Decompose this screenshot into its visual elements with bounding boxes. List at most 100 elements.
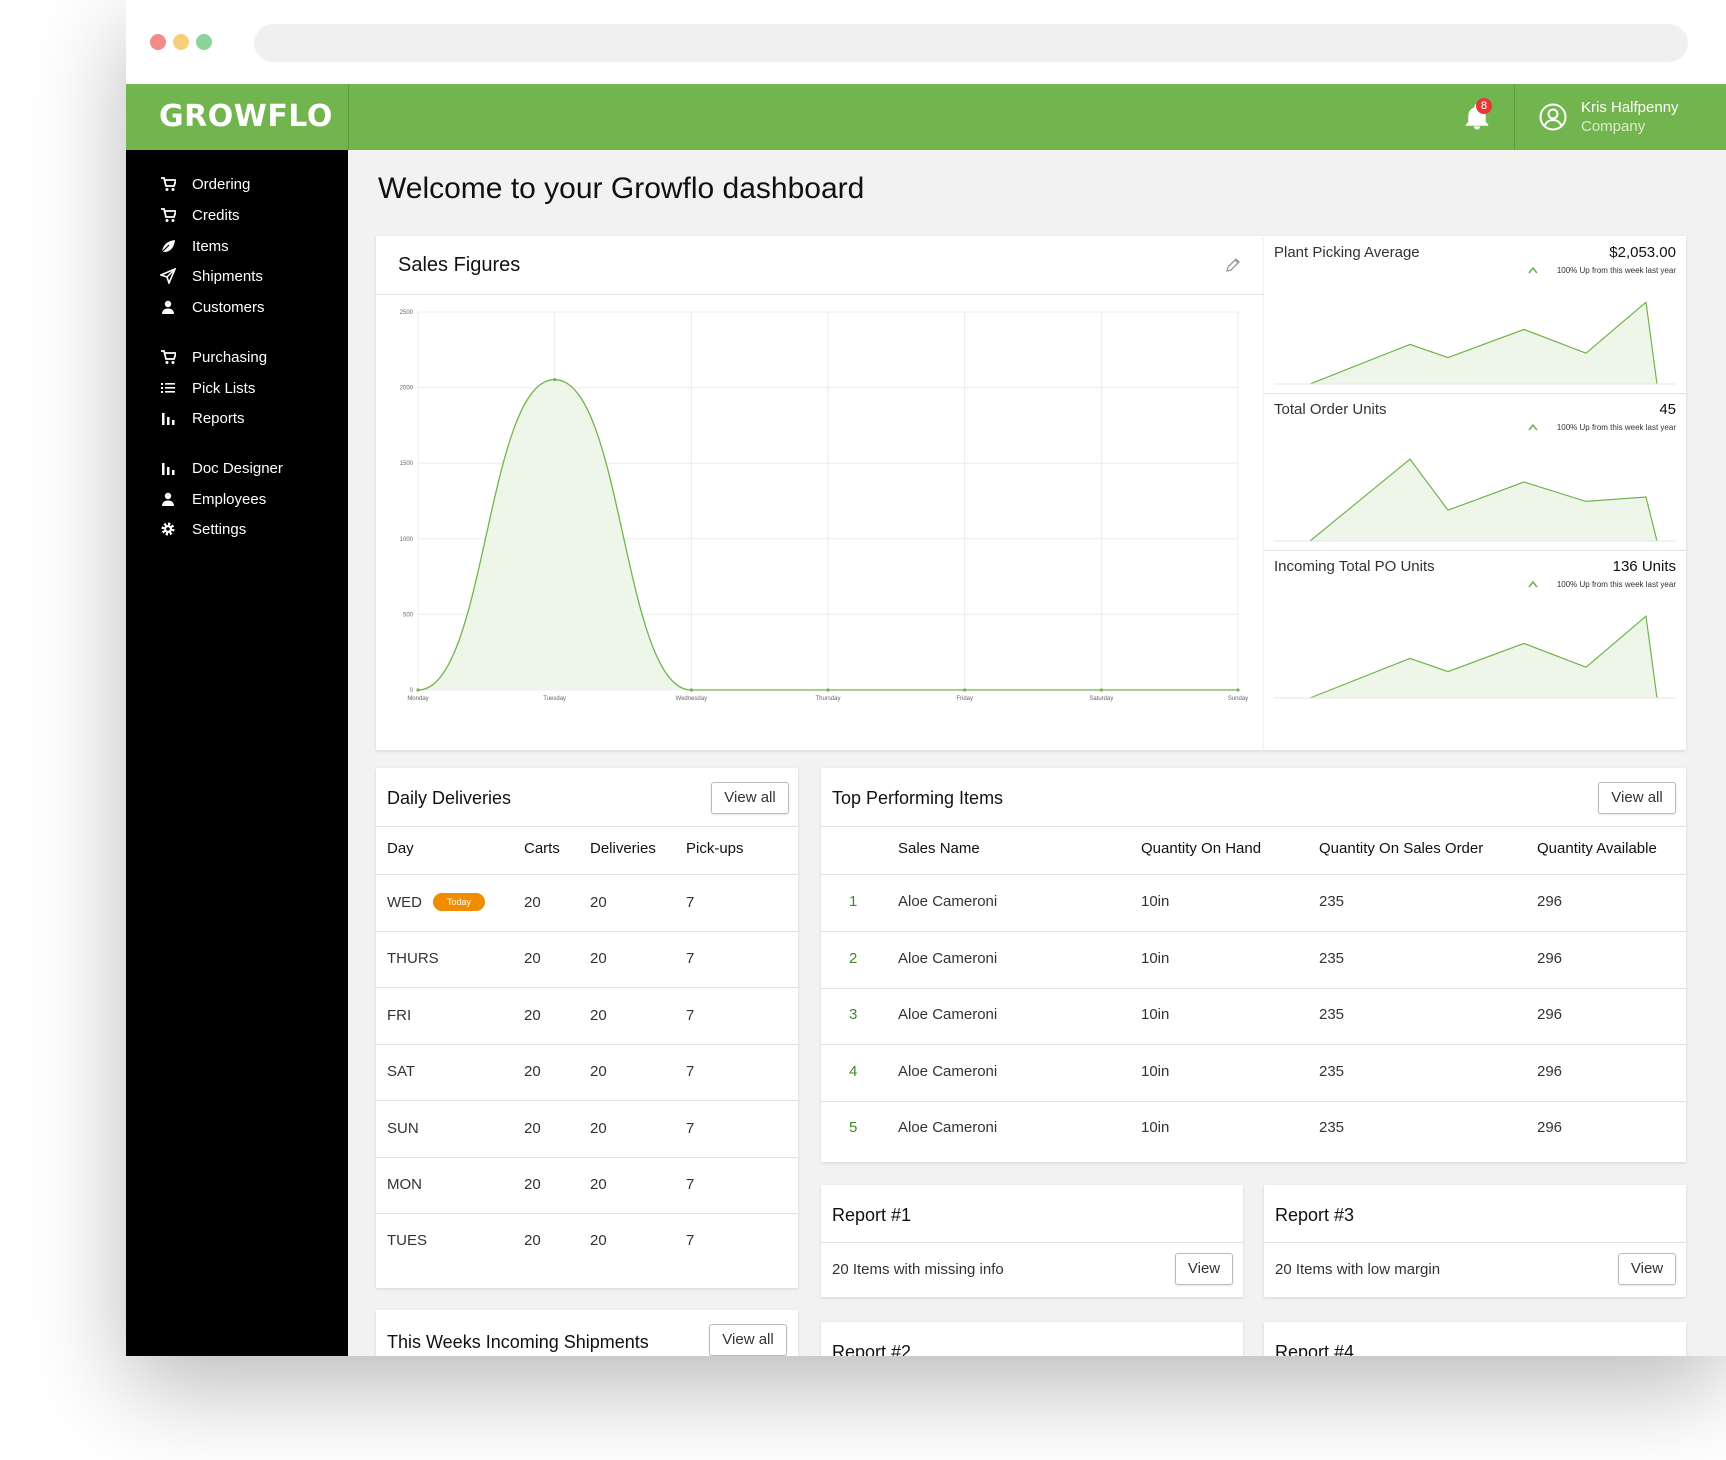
close-dot[interactable] (150, 34, 166, 50)
edit-pencil-icon[interactable] (1224, 256, 1242, 274)
divider (376, 294, 1264, 295)
report-3-view-button[interactable]: View (1618, 1253, 1676, 1285)
table-cell: 7 (686, 1006, 695, 1024)
table-row[interactable]: MON 20 20 7 (376, 1157, 798, 1214)
table-cell: 20 (590, 1119, 607, 1137)
sidebar-item-ordering[interactable]: Ordering (126, 170, 348, 200)
table-row[interactable]: FRI 20 20 7 (376, 988, 798, 1045)
report-3-text: 20 Items with low margin (1275, 1261, 1441, 1278)
table-cell: 20 (524, 1063, 541, 1081)
table-cell: 10in (1141, 893, 1170, 910)
table-cell: SUN (387, 1119, 419, 1137)
sidebar-item-label: Reports (192, 410, 245, 427)
sidebar-item-pick-lists[interactable]: Pick Lists (126, 374, 348, 404)
table-cell: 235 (1319, 1119, 1345, 1137)
divider (376, 1156, 798, 1158)
report-4-title: Report #4 (1275, 1342, 1355, 1356)
table-row[interactable]: 3 Aloe Cameroni 10in 235 296 (821, 988, 1686, 1046)
sidebar-item-customers[interactable]: Customers (126, 293, 348, 323)
table-cell: 296 (1537, 949, 1563, 967)
sidebar-item-label: Purchasing (192, 349, 268, 366)
top-view-all-button[interactable]: View all (1598, 782, 1676, 814)
table-cell: 7 (686, 1176, 695, 1193)
sparkline-chart (1274, 458, 1676, 542)
cart-icon (161, 208, 176, 222)
report-3-title: Report #3 (1275, 1205, 1355, 1225)
app-header: GROWFLO 8 Kris Halfpenny Company (126, 84, 1726, 150)
table-row[interactable]: SUN 20 20 7 (376, 1101, 798, 1158)
trend-up-icon (1528, 266, 1538, 274)
y-tick-label: 2000 (400, 386, 414, 392)
sidebar-item-credits[interactable]: Credits (126, 201, 348, 231)
report-1-text: 20 Items with missing info (832, 1261, 1004, 1278)
sales-data-point (553, 377, 557, 382)
stat-title: Incoming Total PO Units (1274, 558, 1435, 575)
table-cell: 20 (590, 894, 607, 911)
sales-area-chart: 0 500 1000 1500 2000 2500 Monday Tuesday Wednesd… (400, 310, 1249, 702)
shipments-view-all-button[interactable]: View all (709, 1324, 787, 1356)
table-cell: 235 (1319, 893, 1345, 910)
table-row[interactable]: TUES 20 20 7 (376, 1213, 798, 1269)
daily-column-header: Pick-ups (686, 840, 744, 857)
table-cell: 296 (1537, 1119, 1563, 1137)
sidebar-item-items[interactable]: Items (126, 232, 348, 262)
main-content: Welcome to your Growflo dashboard Sales … (348, 150, 1726, 1356)
table-cell: 20 (524, 1119, 541, 1137)
table-row[interactable]: WED 20 20 7 Today (376, 875, 798, 932)
maximize-dot[interactable] (196, 34, 212, 50)
rank-number: 3 (849, 1006, 858, 1024)
table-row[interactable]: SAT 20 20 7 (376, 1044, 798, 1102)
daily-deliveries-title: Daily Deliveries (387, 788, 512, 808)
sidebar-item-purchasing[interactable]: Purchasing (126, 343, 348, 373)
sidebar-item-employees[interactable]: Employees (126, 485, 348, 515)
notification-badge: 8 (1476, 98, 1492, 114)
table-row[interactable]: 4 Aloe Cameroni 10in 235 296 (821, 1045, 1686, 1102)
sparkline-area (1310, 616, 1657, 698)
daily-view-all-button[interactable]: View all (711, 782, 789, 814)
table-cell: WED (387, 894, 422, 911)
sidebar-item-doc-designer[interactable]: Doc Designer (126, 454, 348, 484)
y-tick-label: 2500 (400, 310, 414, 316)
divider (821, 874, 1686, 875)
x-tick-label: Monday (407, 696, 428, 702)
x-tick-label: Tuesday (543, 696, 566, 702)
table-cell: 7 (686, 1119, 695, 1137)
table-row[interactable]: THURS 20 20 7 (376, 931, 798, 989)
sidebar-item-label: Credits (192, 207, 240, 224)
minimize-dot[interactable] (173, 34, 189, 50)
browser-window: GROWFLO 8 Kris Halfpenny Company Orderin… (126, 0, 1726, 1356)
report-2-title: Report #2 (832, 1342, 912, 1356)
person-icon (162, 300, 174, 314)
divider (376, 931, 798, 932)
table-cell: 296 (1537, 893, 1563, 910)
user-menu[interactable]: Kris Halfpenny Company (1514, 84, 1726, 150)
table-row[interactable]: 1 Aloe Cameroni 10in 235 296 (821, 875, 1686, 932)
user-avatar-icon[interactable] (1539, 103, 1567, 131)
daily-column-header: Carts (524, 840, 560, 857)
table-cell: 20 (524, 1006, 541, 1024)
table-cell: FRI (387, 1006, 412, 1024)
stat-title: Total Order Units (1274, 401, 1387, 418)
sales-data-point (1099, 688, 1103, 692)
table-row[interactable]: 5 Aloe Cameroni 10in 235 296 (821, 1101, 1686, 1157)
sales-figures-title: Sales Figures (398, 254, 521, 276)
growflo-logo[interactable]: GROWFLO (159, 99, 333, 134)
address-bar[interactable] (254, 24, 1688, 62)
y-tick-label: 0 (410, 688, 414, 694)
stat-title: Plant Picking Average (1274, 244, 1420, 261)
top-column-header: Quantity Available (1537, 840, 1657, 857)
rank-number: 4 (849, 1062, 858, 1080)
table-cell: Aloe Cameroni (898, 1006, 998, 1024)
sidebar-item-settings[interactable]: Settings (126, 515, 348, 545)
table-cell: 20 (590, 950, 607, 968)
x-tick-label: Friday (956, 696, 973, 702)
report-1-view-button[interactable]: View (1175, 1253, 1233, 1285)
sidebar-item-shipments[interactable]: Shipments (126, 262, 348, 292)
table-row[interactable]: 2 Aloe Cameroni 10in 235 296 (821, 932, 1686, 989)
table-cell: 20 (524, 1232, 541, 1250)
daily-column-header: Deliveries (590, 840, 656, 857)
incoming-shipments-title: This Weeks Incoming Shipments (387, 1332, 649, 1352)
sidebar-item-reports[interactable]: Reports (126, 404, 348, 434)
table-cell: 20 (524, 950, 541, 968)
sales-figures-card: Sales Figures 0 500 1000 1500 2000 2500 Monday… (376, 236, 1264, 750)
